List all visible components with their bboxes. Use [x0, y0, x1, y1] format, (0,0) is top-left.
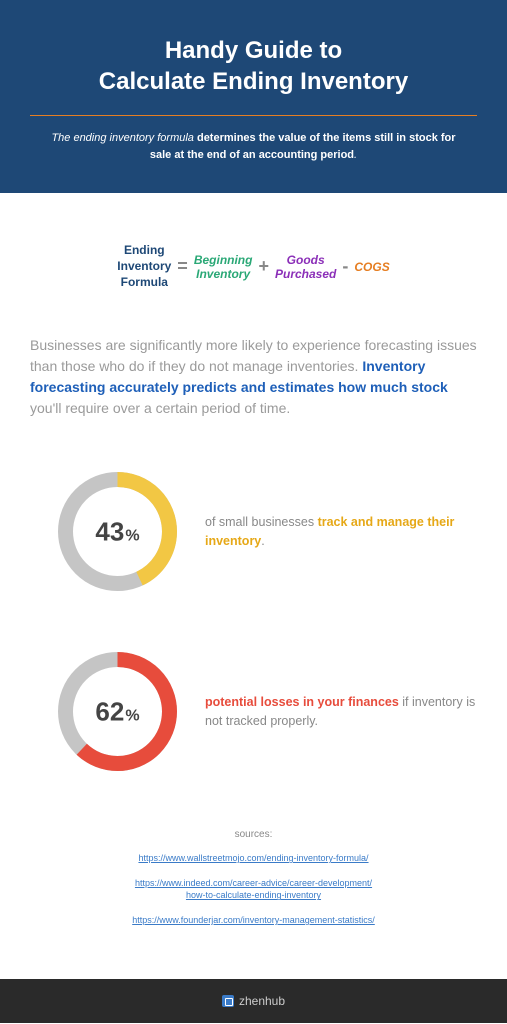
stat-43: 43% of small businesses track and manage… [30, 469, 477, 594]
source-link-1[interactable]: https://www.wallstreetmojo.com/ending-in… [30, 852, 477, 865]
plus-sign: + [258, 256, 269, 277]
subtitle: The ending inventory formula determines … [30, 130, 477, 163]
donut-value-43: 43% [95, 516, 139, 547]
stat-text-43: of small businesses track and manage the… [205, 513, 477, 551]
brand-name: zhenhub [239, 994, 285, 1008]
sources-label: sources: [30, 829, 477, 840]
formula-label: Ending Inventory Formula [117, 243, 171, 290]
footer: zhenhub [0, 979, 507, 1023]
formula-beginning-inventory: Beginning Inventory [194, 253, 253, 281]
brand-icon [222, 995, 234, 1007]
page-title: Handy Guide to Calculate Ending Inventor… [30, 35, 477, 97]
intro-paragraph: Businesses are significantly more likely… [30, 335, 477, 419]
formula-cogs: COGS [354, 260, 389, 274]
minus-sign: - [342, 256, 348, 277]
donut-chart-62: 62% [55, 649, 180, 774]
equals-sign: = [177, 256, 188, 277]
stat-62: 62% potential losses in your finances if… [30, 649, 477, 774]
formula-goods-purchased: Goods Purchased [275, 253, 336, 281]
title-divider [30, 115, 477, 116]
source-link-2[interactable]: https://www.indeed.com/career-advice/car… [30, 877, 477, 902]
formula-row: Ending Inventory Formula = Beginning Inv… [30, 243, 477, 290]
sources-section: sources: https://www.wallstreetmojo.com/… [30, 829, 477, 948]
stat-text-62: potential losses in your finances if inv… [205, 693, 477, 731]
donut-value-62: 62% [95, 696, 139, 727]
donut-chart-43: 43% [55, 469, 180, 594]
content-section: Ending Inventory Formula = Beginning Inv… [0, 193, 507, 978]
header-section: Handy Guide to Calculate Ending Inventor… [0, 0, 507, 193]
source-link-3[interactable]: https://www.founderjar.com/inventory-man… [30, 914, 477, 927]
